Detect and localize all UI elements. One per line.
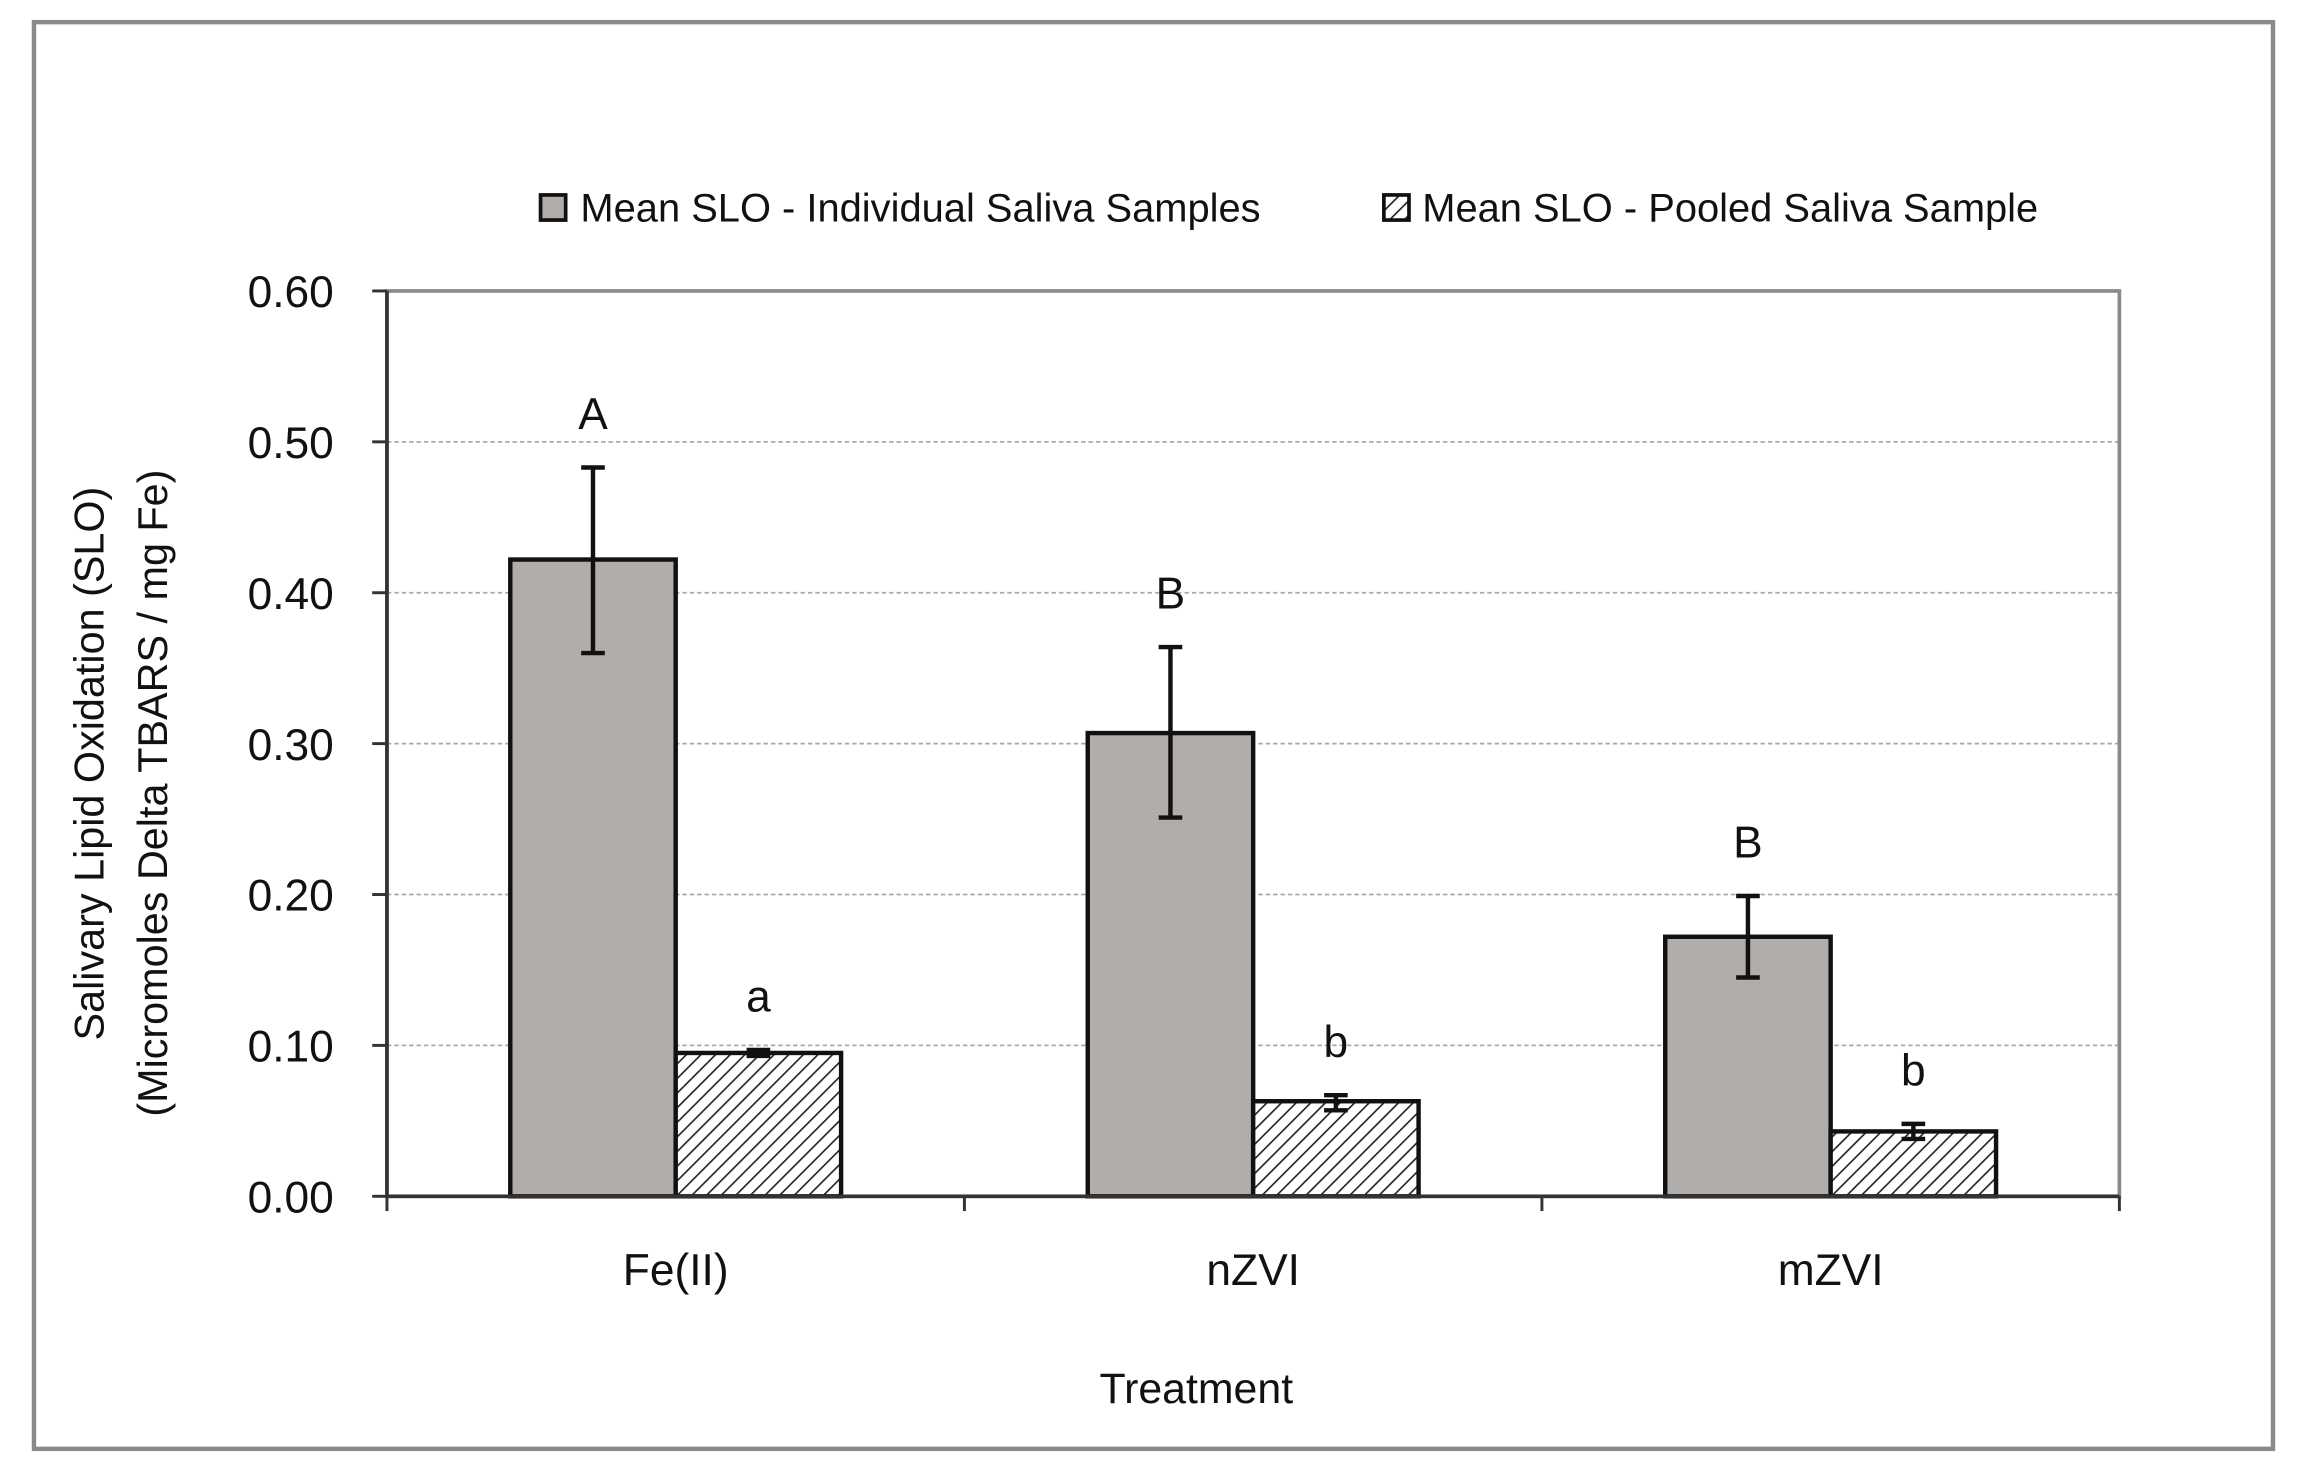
x-axis-title: Treatment (1100, 1365, 1294, 1413)
bars: Aa Bb Bb (508, 390, 1999, 1199)
bar-pooled (673, 1050, 844, 1199)
significance-letter: A (578, 390, 608, 439)
x-tick-label: nZVI (1206, 1246, 1300, 1295)
bar-individual (508, 557, 678, 1199)
x-tick-label: Fe(II) (623, 1246, 729, 1295)
legend: Mean SLO - Individual Saliva Samples Mea… (538, 187, 2038, 231)
bar-pooled (1250, 1099, 1421, 1199)
significance-letter: a (746, 973, 771, 1022)
y-tick-label: 0.10 (248, 1023, 334, 1072)
y-axis-title-line2: (Micromoles Delta TBARS / mg Fe) (130, 470, 176, 1117)
y-tick-label: 0.40 (248, 570, 334, 619)
legend-label-individual: Mean SLO - Individual Saliva Samples (580, 187, 1260, 231)
significance-letter: b (1901, 1046, 1926, 1095)
y-tick-label: 0.30 (248, 721, 334, 770)
x-tick-label: mZVI (1778, 1246, 1884, 1295)
y-tick-label: 0.00 (248, 1174, 334, 1223)
significance-letter: b (1324, 1018, 1349, 1067)
significance-letter: B (1156, 570, 1186, 619)
y-axis-title-line1: Salivary Lipid Oxidation (SLO) (66, 487, 112, 1041)
legend-swatch-pooled (1382, 193, 1411, 222)
bar-pooled (1828, 1129, 1999, 1199)
legend-label-pooled: Mean SLO - Pooled Saliva Sample (1422, 187, 2038, 231)
y-tick-label: 0.20 (248, 872, 334, 921)
legend-swatch-individual (538, 193, 568, 222)
axes: 0.00 0.10 0.20 0.30 0.40 0.50 0.60 Fe(II) nZVI mZ… (248, 268, 2121, 1295)
significance-letter: B (1733, 819, 1763, 868)
y-tick-label: 0.60 (248, 268, 334, 317)
y-tick-label: 0.50 (248, 419, 334, 468)
